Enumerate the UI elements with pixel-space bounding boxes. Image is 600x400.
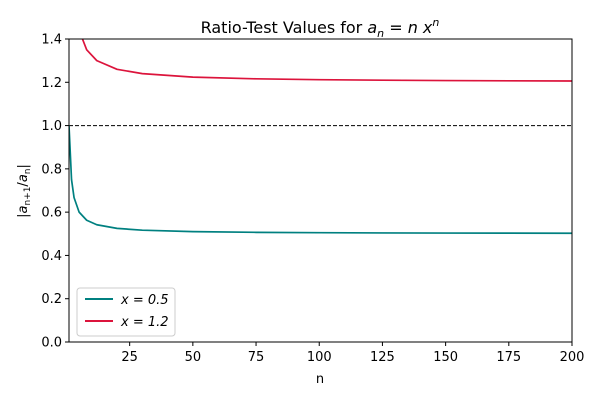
- series-layer: [69, 39, 572, 235]
- x-tick-label: 125: [370, 350, 395, 365]
- y-tick-label: 0.2: [41, 292, 62, 307]
- legend-label-series-1: x = 0.5: [120, 293, 169, 308]
- x-tick-label: 150: [433, 350, 458, 365]
- y-tick-label: 1.2: [41, 76, 62, 91]
- y-axis-label: |an+1/an|: [16, 164, 33, 218]
- x-axis-ticks: 25 50 75 100 125 150 175 200: [121, 342, 584, 365]
- x-tick-label: 25: [121, 350, 138, 365]
- x-tick-label: 200: [560, 350, 585, 365]
- y-tick-label: 0.4: [41, 249, 62, 264]
- x-tick-label: 50: [185, 350, 202, 365]
- legend-label-series-2: x = 1.2: [120, 315, 169, 330]
- plot-area: [68, 38, 573, 343]
- x-tick-label: 100: [307, 350, 332, 365]
- y-tick-label: 1.4: [41, 33, 62, 48]
- series-line-1: [69, 125, 572, 235]
- plot-frame: [68, 38, 573, 343]
- series-line-2: [81, 39, 572, 82]
- y-axis-ticks: 0.0 0.2 0.4 0.6 0.8 1.0 1.2 1.4: [41, 33, 69, 351]
- x-axis-label: n: [316, 372, 324, 387]
- y-tick-label: 0.0: [41, 336, 62, 351]
- x-tick-label: 175: [496, 350, 521, 365]
- y-tick-label: 1.0: [41, 119, 62, 134]
- legend: x = 0.5 x = 1.2: [76, 287, 176, 337]
- x-tick-label: 75: [248, 350, 265, 365]
- y-tick-label: 0.8: [41, 162, 62, 177]
- y-tick-label: 0.6: [41, 206, 62, 221]
- chart-title: Ratio-Test Values for an = n xn: [201, 16, 440, 40]
